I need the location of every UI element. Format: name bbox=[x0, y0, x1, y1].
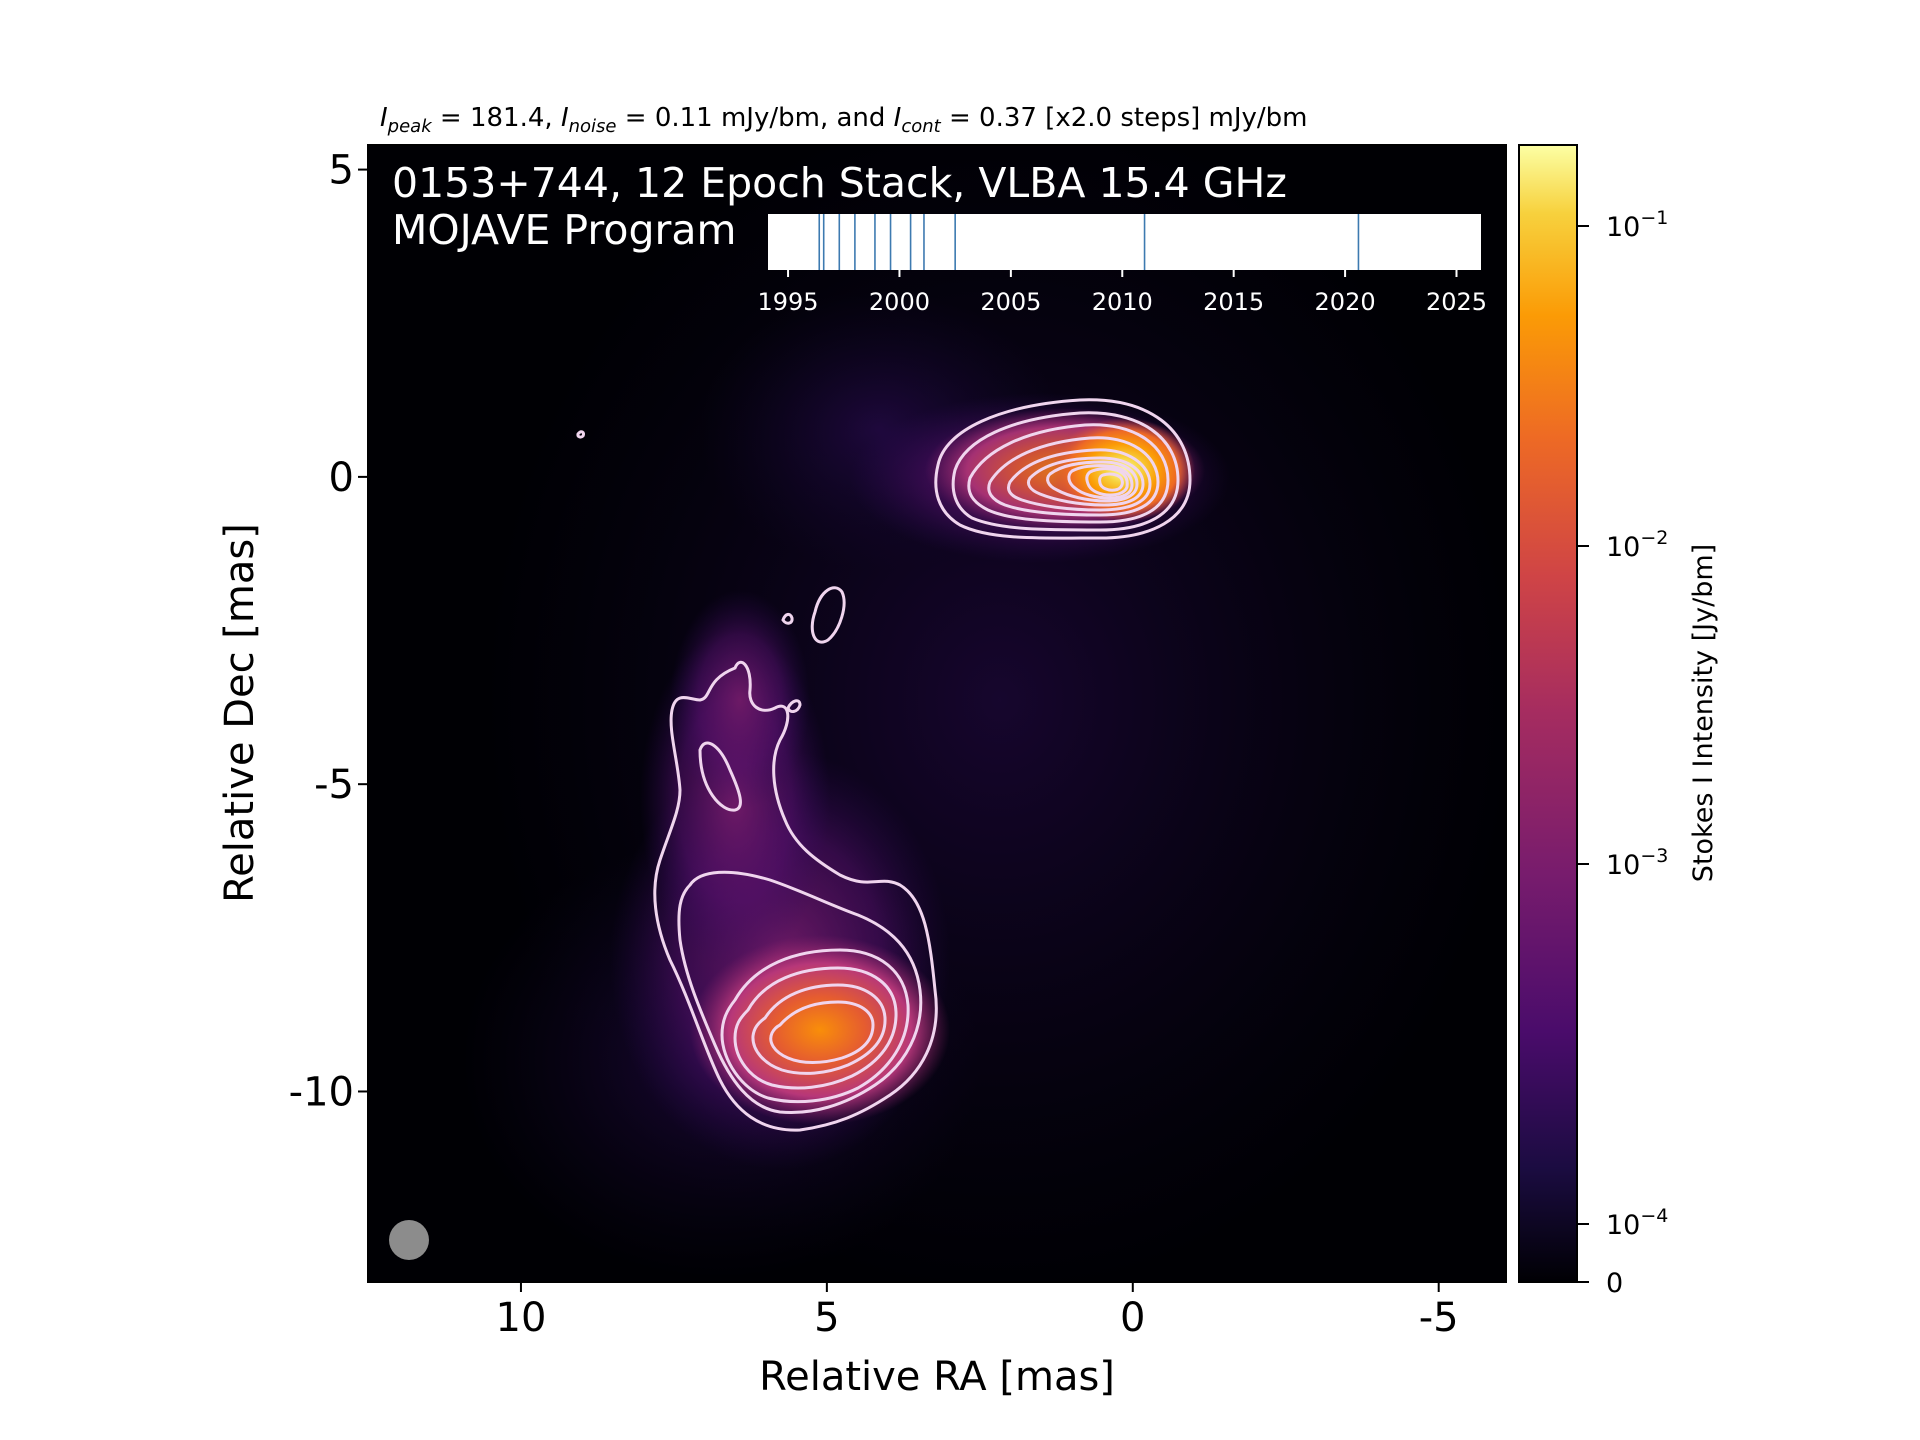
colorbar-label: Stokes I Intensity [Jy/bm] bbox=[1688, 544, 1719, 882]
colorbar: 0 10−4 10−3 10−2 10−1 Stokes I Intensity [Jy… bbox=[1518, 144, 1719, 1299]
y-axis: 5 0 -5 -10 bbox=[289, 148, 368, 1115]
peak-label: peak bbox=[387, 116, 434, 137]
program-title: MOJAVE Program bbox=[392, 206, 736, 254]
epoch-lines bbox=[818, 214, 1360, 270]
inset-tick-label: 2010 bbox=[1092, 288, 1153, 316]
peak-value: 181.4 bbox=[470, 103, 544, 133]
inset-tick-label: 2015 bbox=[1203, 288, 1264, 316]
inset-x-axis: 1995 2000 2005 2010 2015 2020 2025 bbox=[758, 270, 1487, 316]
y-tick-label: -10 bbox=[289, 1069, 354, 1115]
y-axis-label: Relative Dec [mas] bbox=[217, 523, 263, 903]
beam-ellipse bbox=[389, 1220, 429, 1260]
colorbar-ticks: 0 10−4 10−3 10−2 10−1 bbox=[1577, 207, 1668, 1299]
x-tick-label: 5 bbox=[814, 1295, 839, 1341]
noise-value: 0.11 mJy/bm, and bbox=[655, 103, 886, 133]
inset-tick-label: 1995 bbox=[758, 288, 819, 316]
x-tick-label: -5 bbox=[1419, 1295, 1459, 1341]
inset-tick-label: 2000 bbox=[869, 288, 930, 316]
cont-value: 0.37 [x2.0 steps] mJy/bm bbox=[979, 103, 1307, 133]
colorbar-tick-label: 10−1 bbox=[1606, 207, 1668, 243]
stats-title: Ipeak = 181.4, Inoise = 0.11 mJy/bm, and… bbox=[380, 103, 1308, 137]
inset-tick-label: 2025 bbox=[1426, 288, 1487, 316]
inset-tick-label: 2020 bbox=[1315, 288, 1376, 316]
x-tick-label: 10 bbox=[496, 1295, 547, 1341]
epochs-inset: 1995 2000 2005 2010 2015 2020 2025 bbox=[758, 214, 1487, 316]
intensity-map: 1995 2000 2005 2010 2015 2020 2025 0153+744, 1… bbox=[368, 145, 1506, 1282]
contours bbox=[576, 398, 1192, 1132]
colorbar-tick-label: 10−4 bbox=[1606, 1205, 1668, 1241]
inset-tick-label: 2005 bbox=[980, 288, 1041, 316]
x-axis-label: Relative RA [mas] bbox=[759, 1354, 1115, 1400]
colorbar-tick-label: 10−3 bbox=[1606, 845, 1668, 881]
x-tick-label: 0 bbox=[1120, 1295, 1145, 1341]
y-tick-label: -5 bbox=[314, 762, 354, 808]
y-tick-label: 0 bbox=[329, 455, 354, 501]
x-axis: 10 5 0 -5 bbox=[496, 1282, 1459, 1341]
colorbar-tick-label: 10−2 bbox=[1606, 527, 1668, 563]
cont-label: cont bbox=[901, 116, 941, 137]
source-title: 0153+744, 12 Epoch Stack, VLBA 15.4 GHz bbox=[392, 159, 1287, 207]
y-tick-label: 5 bbox=[329, 148, 354, 194]
colorbar-tick-label: 0 bbox=[1606, 1268, 1623, 1299]
noise-label: noise bbox=[569, 116, 617, 137]
